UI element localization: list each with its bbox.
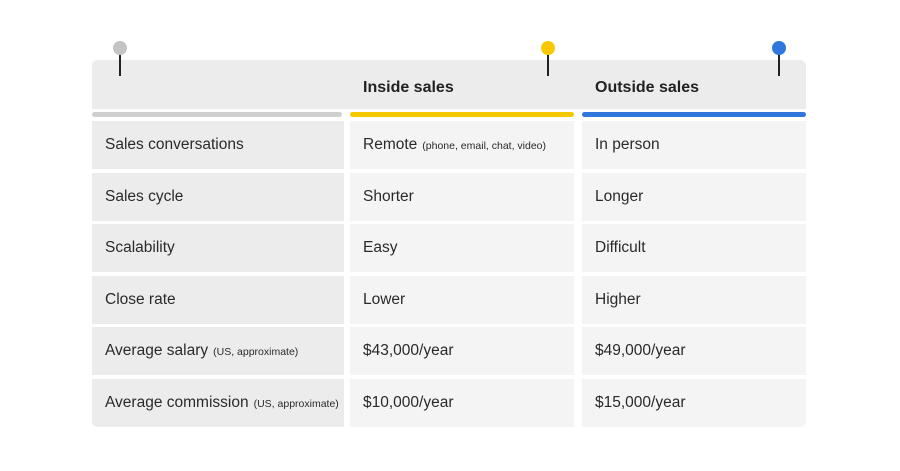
header-background xyxy=(92,60,806,109)
cell-text: Average salary xyxy=(105,342,209,360)
table-cell: $10,000/year xyxy=(350,379,574,427)
table-cell: Sales conversations xyxy=(92,121,344,169)
cell-text: Close rate xyxy=(105,290,176,308)
pin-head xyxy=(541,41,555,55)
column-header: Inside sales xyxy=(363,79,454,96)
cell-text: $43,000/year xyxy=(363,342,454,360)
table-cell: Close rate xyxy=(92,275,344,324)
table-cell: $43,000/year xyxy=(350,327,574,376)
cell-text: $10,000/year xyxy=(363,394,454,411)
column-bar xyxy=(92,112,342,117)
pin-head xyxy=(113,41,127,55)
column-bar xyxy=(582,112,806,117)
table-cell: Average commission (US, approximate) xyxy=(92,379,344,427)
table-cell: Lower xyxy=(350,275,574,324)
table-cell: Higher xyxy=(582,275,806,324)
cell-text: $15,000/year xyxy=(595,394,686,411)
table-cell: Longer xyxy=(582,172,806,221)
cell-text: Remote xyxy=(363,136,418,153)
cell-note: (US, approximate) xyxy=(253,398,339,410)
cell-text: Average commission xyxy=(105,394,249,411)
cell-text: Difficult xyxy=(595,239,646,257)
pin-stem xyxy=(547,46,549,76)
table-cell: Difficult xyxy=(582,224,806,273)
column-header: Outside sales xyxy=(595,79,700,96)
cell-text: In person xyxy=(595,136,660,153)
cell-note: (phone, email, chat, video) xyxy=(422,140,547,152)
column-bar xyxy=(350,112,574,117)
cell-text: Shorter xyxy=(363,187,414,205)
cell-text: Sales cycle xyxy=(105,187,184,205)
cell-note: (US, approximate) xyxy=(213,346,299,359)
cell-text: Scalability xyxy=(105,239,175,257)
cell-text: $49,000/year xyxy=(595,342,686,360)
table-cell: Remote (phone, email, chat, video) xyxy=(350,121,574,169)
table-cell: $49,000/year xyxy=(582,327,806,376)
cell-text: Sales conversations xyxy=(105,136,244,153)
pin-head xyxy=(772,41,786,55)
table-cell: Shorter xyxy=(350,172,574,221)
cell-text: Higher xyxy=(595,290,641,308)
cell-text: Lower xyxy=(363,290,406,308)
pin-stem xyxy=(778,46,780,76)
table-cell: Scalability xyxy=(92,224,344,273)
table-cell: In person xyxy=(582,121,806,169)
cell-text: Longer xyxy=(595,187,644,205)
pin-stem xyxy=(119,46,121,76)
cell-text: Easy xyxy=(363,239,398,257)
table-cell: $15,000/year xyxy=(582,379,806,427)
table-cell: Average salary (US, approximate) xyxy=(92,327,344,376)
table-cell: Easy xyxy=(350,224,574,273)
table-cell: Sales cycle xyxy=(92,172,344,221)
